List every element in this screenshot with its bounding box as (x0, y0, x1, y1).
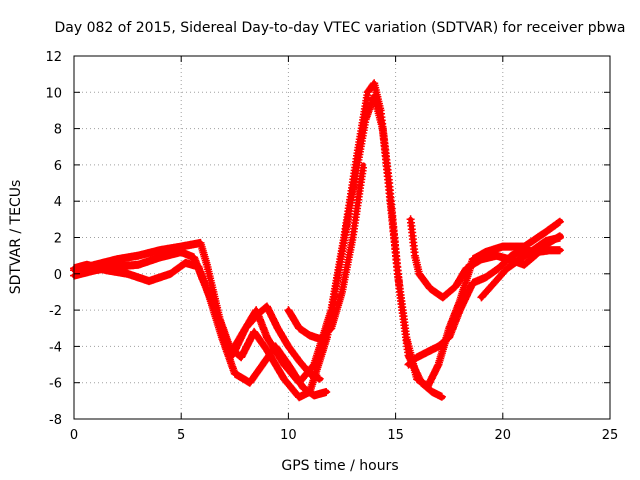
series-track-a (70, 79, 564, 391)
x-tick-label: 5 (177, 428, 185, 443)
series-track-d (230, 302, 324, 383)
y-tick-label: 8 (54, 123, 62, 138)
y-tick-label: -6 (49, 377, 62, 392)
y-axis-label: SDTVAR / TECUs (8, 180, 24, 295)
y-tick-label: 0 (54, 268, 62, 283)
y-tick-label: 12 (45, 50, 62, 65)
y-tick-label: 10 (45, 86, 62, 101)
series-track-h (477, 233, 564, 302)
chart-title: Day 082 of 2015, Sidereal Day-to-day VTE… (54, 20, 625, 36)
data-point (359, 163, 367, 172)
data-point (322, 388, 331, 396)
data-point (437, 392, 446, 401)
y-tick-label: -8 (49, 413, 62, 428)
series-line (71, 93, 446, 400)
y-tick-label: 2 (54, 232, 62, 247)
series-track-g (404, 246, 564, 369)
series-track-e (284, 162, 367, 344)
data-markers (70, 79, 564, 402)
data-point (555, 217, 564, 226)
x-tick-label: 10 (280, 428, 297, 443)
data-point (555, 246, 564, 255)
x-tick-label: 20 (495, 428, 512, 443)
data-point (369, 80, 378, 89)
data-point (555, 233, 564, 242)
data-point (315, 374, 324, 383)
y-tick-label: 4 (54, 195, 62, 210)
grid (74, 56, 610, 419)
x-axis-label: GPS time / hours (281, 458, 398, 474)
y-tick-label: 6 (54, 159, 62, 174)
x-tick-label: 15 (387, 428, 404, 443)
series-track-b (70, 91, 446, 402)
y-tick-label: -4 (49, 340, 62, 355)
axis-ticks: 0 5 10 15 20 25 -8 -6 -4 -2 0 2 4 6 8 10 12 (45, 50, 618, 443)
x-tick-label: 0 (70, 428, 78, 443)
series-track-c (70, 258, 331, 400)
y-tick-label: -2 (49, 304, 62, 319)
x-tick-label: 25 (602, 428, 619, 443)
